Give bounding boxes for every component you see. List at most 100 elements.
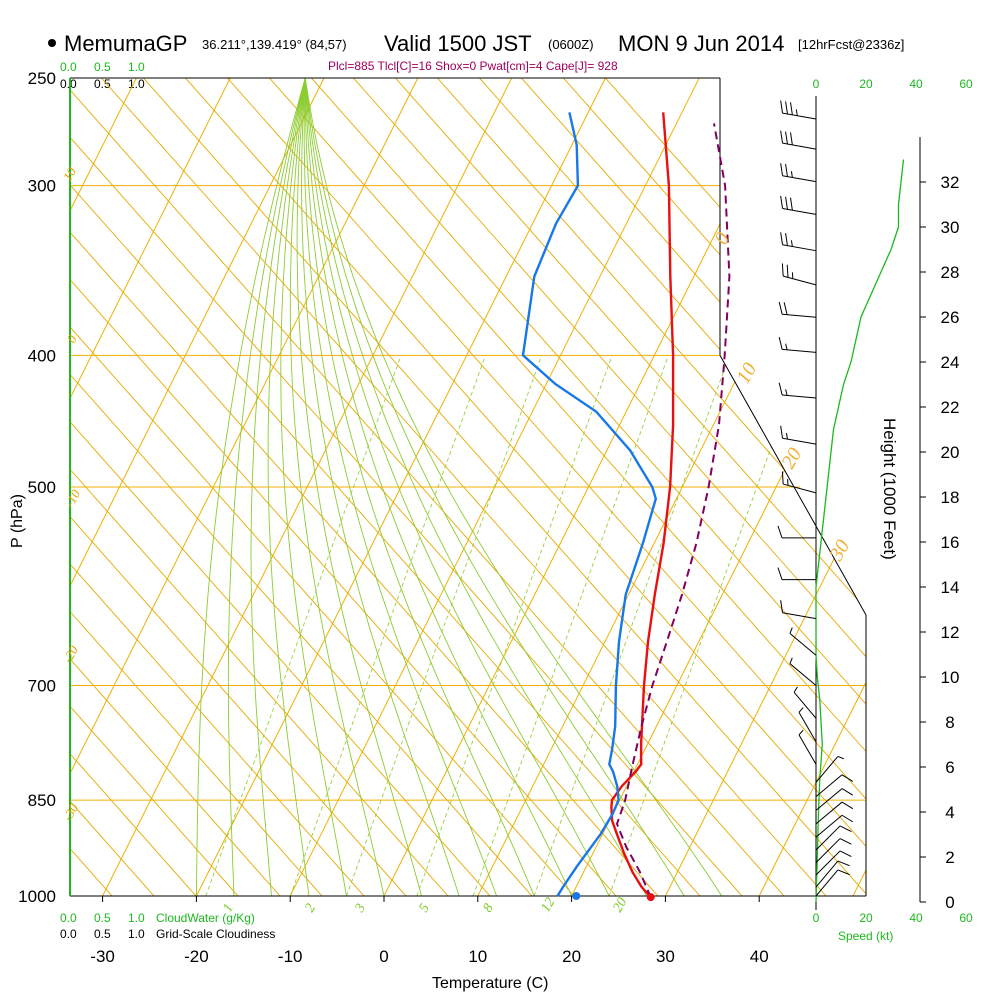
bottom-green-2: 1.0 (128, 911, 145, 925)
mixing-ratio-label: 12 (538, 895, 558, 915)
speed-tick-label: 60 (959, 77, 973, 91)
moist-adiabat-line (227, 78, 306, 896)
dry-adiabat-line (70, 78, 743, 896)
mixing-ratio-line (533, 355, 730, 896)
speed-tick-label: 40 (909, 77, 923, 91)
moist-adiabat-line (304, 78, 573, 896)
height-tick-label: 20 (941, 443, 960, 462)
dry-adiabat-line (569, 78, 866, 896)
mixing-ratio-line (472, 355, 669, 896)
wind-barb (778, 336, 817, 353)
moist-adiabat-line (304, 78, 535, 896)
speed-axis-title: Speed (kt) (838, 929, 893, 943)
wind-barb (780, 425, 817, 445)
sounding-series (521, 112, 731, 902)
moist-adiabat-line (280, 78, 347, 896)
dry-adiabat-line (70, 78, 365, 896)
dry-adiabat-line (233, 78, 866, 896)
bottom-black-2: 1.0 (128, 927, 145, 941)
height-tick-label: 10 (941, 668, 960, 687)
moist-adiabat-line (304, 78, 647, 896)
utc-time: (0600Z) (548, 37, 594, 52)
dry-adiabat-line (70, 78, 407, 896)
pressure-tick-label: 850 (28, 791, 56, 810)
wind-barb (815, 774, 854, 798)
dry-adiabat-line (70, 78, 155, 896)
bottom-cloud-axis: 0.0 0.5 1.0 CloudWater (g/Kg) 0.0 0.5 1.… (60, 911, 275, 941)
height-tick-label: 28 (941, 263, 960, 282)
wind-barbs (777, 100, 854, 897)
mixing-ratio-line (608, 355, 805, 896)
mixing-ratio-label: 8 (480, 901, 496, 915)
wind-barb (778, 301, 817, 318)
temperature-tick-label: 0 (379, 947, 388, 966)
mixing-ratio-label: 2 (302, 901, 318, 915)
station-dot-icon (48, 39, 56, 47)
top-black-0: 0.0 (60, 77, 77, 91)
top-cloud-axis: 0.0 0.5 1.0 0.0 0.5 1.0 (60, 60, 145, 91)
dry-adiabat-line (70, 78, 575, 896)
mixing-ratio-line (289, 355, 486, 896)
wind-barb (778, 382, 817, 399)
dry-adiabat-line (70, 78, 533, 896)
dry-adiabat-line (359, 78, 866, 896)
moist-adiabat-line (301, 78, 460, 896)
wind-barb (781, 263, 817, 286)
moist-adiabat-line (250, 78, 306, 896)
x-axis-title: Temperature (C) (432, 975, 548, 992)
pressure-tick-label: 700 (28, 677, 56, 696)
wind-barb (789, 627, 817, 656)
wind-barb (815, 869, 850, 897)
wind-barb (815, 850, 852, 876)
wind-barb (780, 600, 817, 620)
wind-barb (777, 567, 816, 581)
wind-barb (815, 814, 854, 838)
bottom-black-0: 0.0 (60, 927, 77, 941)
height-tick-label: 32 (941, 173, 960, 192)
height-speed-panel (815, 96, 905, 910)
temperature-tick-label: -20 (184, 947, 209, 966)
height-axis-title: Height (1000 Feet) (880, 418, 899, 560)
wind-barb (815, 838, 852, 863)
isotherm-label: 0 (64, 332, 80, 346)
wind-barb (815, 788, 854, 811)
mixing-ratio-label: 5 (416, 901, 432, 915)
wind-barb (798, 729, 817, 765)
moist-adiabat-line (304, 78, 685, 896)
wind-barb (815, 860, 850, 888)
moist-adiabat-line (289, 78, 385, 896)
model-name: MemumaGP (64, 31, 187, 56)
wind-barb (815, 825, 852, 851)
speed-tick-label: 20 (859, 77, 873, 91)
temperature-tick-label: -30 (90, 947, 115, 966)
top-green-2: 1.0 (128, 60, 145, 74)
thermo-grid (70, 77, 866, 897)
isotherm-line (70, 78, 231, 896)
wind-barb (777, 525, 816, 539)
dry-adiabat-line (70, 78, 701, 896)
wind-barb (793, 686, 817, 719)
speed-tick-label: 0 (813, 911, 820, 925)
stability-indices: Plcl=885 Tlcl[C]=16 Shox=0 Pwat[cm]=4 Ca… (328, 59, 618, 73)
wind-barb (798, 707, 817, 743)
dry-adiabat-line (485, 78, 866, 896)
wind-barb (780, 232, 817, 252)
bottom-black-1: 0.5 (94, 927, 111, 941)
valid-time: Valid 1500 JST (384, 31, 532, 56)
temperature-tick-label: 10 (468, 947, 487, 966)
isotherm-label: -20 (60, 643, 82, 666)
height-tick-label: 12 (941, 623, 960, 642)
mixing-ratio-line (205, 355, 402, 896)
temperature-line (610, 112, 675, 898)
speed-tick-label: 60 (959, 911, 973, 925)
dry-adiabat-line (70, 78, 239, 896)
dry-adiabat-line (443, 78, 866, 896)
dry-adiabat-line (70, 78, 617, 896)
isotherm-label: -10 (62, 487, 84, 510)
moist-adiabat-line (296, 78, 422, 896)
dry-adiabat-line (107, 78, 866, 896)
isotherm-label: 20 (777, 444, 806, 472)
wind-barb (815, 801, 854, 825)
isotherm-label: 30 (825, 536, 855, 565)
